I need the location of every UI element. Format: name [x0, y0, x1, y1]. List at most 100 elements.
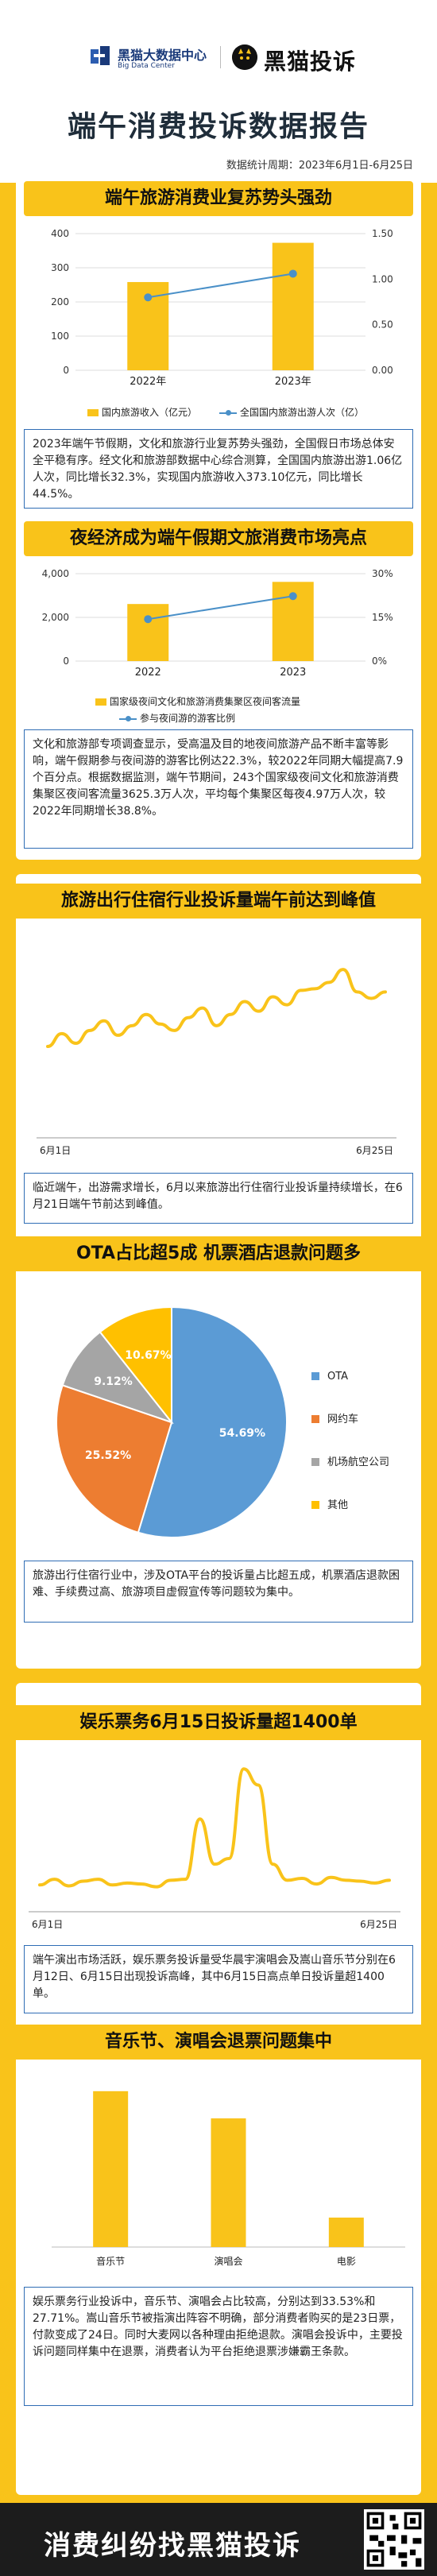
pie-slice — [61, 1330, 174, 1425]
bar — [328, 2217, 364, 2247]
logo-row: 黑猫大数据中心 Big Data Center 黑猫投诉 — [0, 40, 437, 75]
ticket-complaint-trend-chart: 6月1日 6月25日 — [29, 1767, 400, 1930]
stat-period: 数据统计周期：2023年6月1日-6月25日 — [226, 160, 413, 172]
section2-text: 文化和旅游部专项调查显示，受高温及目的地夜间旅游产品不断丰富等影响，端午假期参与… — [24, 729, 413, 849]
entertainment-card: 娱乐票务6月15日投诉量超1400单 6月1日 6月25日 端午演出市场活跃，娱乐… — [16, 1683, 421, 2495]
report-header: 黑猫大数据中心 Big Data Center 黑猫投诉 端午消费投诉数据报告 … — [0, 0, 437, 183]
qr-code-icon[interactable] — [364, 2509, 424, 2570]
legend-night-flow: 国家级夜间文化和旅游消费集聚区夜间客流量 — [95, 694, 300, 708]
bar — [93, 2091, 129, 2247]
legend-label: 机场航空公司 — [327, 1456, 389, 1468]
x-tick-label: 2022年 — [130, 376, 166, 388]
section5-text: 端午演出市场活跃，娱乐票务投诉量受华晨宇演唱会及嵩山音乐节分别在6月12日、6月… — [24, 1945, 413, 2013]
pie-value-label: 25.52% — [85, 1449, 131, 1462]
section4-title: OTA占比超5成 机票酒店退款问题多 — [16, 1236, 421, 1271]
y-tick-label: 200 — [51, 296, 69, 307]
series-line — [148, 273, 293, 299]
report-title: 端午消费投诉数据报告 — [67, 110, 369, 143]
complaint-travel-card: 旅游出行住宿行业投诉量端午前达到峰值 6月1日 6月25日 临近端午，出游需求增长… — [16, 874, 421, 1669]
line-point — [144, 293, 153, 302]
legend-trips: 全国国内旅游出游人次（亿） — [219, 405, 364, 419]
line-point — [288, 592, 297, 601]
legend-revenue: 国内旅游收入（亿元） — [87, 405, 197, 419]
x-tick-label: 2022 — [135, 667, 161, 679]
x-start-label: 6月1日 — [40, 1145, 71, 1156]
legend-swatch-line — [219, 409, 237, 416]
y2-tick-label: 1.50 — [372, 228, 393, 239]
y2-tick-label: 0.50 — [372, 319, 393, 331]
section6-title: 音乐节、演唱会退票问题集中 — [16, 2025, 421, 2060]
y-tick-label: 4,000 — [42, 568, 69, 579]
trend-line — [38, 1767, 391, 1889]
legend-swatch-bar — [87, 409, 99, 416]
section6-text: 娱乐票务行业投诉中，音乐节、演唱会占比较高，分别达到33.53%和27.71%。… — [24, 2287, 413, 2406]
legend-swatch-line — [119, 715, 137, 721]
pie-slice — [137, 1305, 288, 1538]
footer-bar: 消费纠纷找黑猫投诉 — [0, 2503, 437, 2576]
tourism-revenue-chart: 0 100 200 300 400 0.00 0.50 1.00 1.50 2022年 2023年 — [51, 228, 393, 388]
line-point — [144, 615, 153, 624]
x-end-label: 6月25日 — [356, 1145, 393, 1156]
section1-text: 2023年端午节假期，文化和旅游行业复苏势头强劲，全国假日市场总体安全平稳有序。… — [24, 429, 413, 509]
x-tick-label: 音乐节 — [96, 2255, 125, 2267]
legend-label: 其他 — [327, 1499, 348, 1511]
y2-tick-label: 0% — [372, 656, 387, 667]
y-tick-label: 0 — [63, 656, 69, 667]
y2-tick-label: 0.00 — [372, 365, 393, 376]
y2-tick-label: 15% — [372, 612, 393, 623]
y-tick-label: 300 — [51, 262, 69, 273]
bar — [127, 604, 169, 661]
y2-tick-label: 1.00 — [372, 273, 393, 284]
x-tick-label: 2023年 — [275, 376, 311, 388]
legend-swatch-bar — [95, 698, 106, 706]
legend-label: 网约车 — [327, 1413, 358, 1425]
x-start-label: 6月1日 — [32, 1919, 63, 1930]
legend-swatch — [311, 1415, 319, 1423]
footer-slogan: 消费纠纷找黑猫投诉 — [44, 2530, 301, 2562]
x-end-label: 6月25日 — [360, 1919, 397, 1930]
legend-night-ratio: 参与夜间游的游客比例 — [119, 711, 235, 725]
y-tick-label: 2,000 — [42, 612, 69, 623]
night-economy-chart: 0 2,000 4,000 0% 15% 30% 2022 2023 — [42, 568, 393, 679]
bigdata-logo-cn: 黑猫大数据中心 — [118, 48, 207, 63]
pie-value-label: 9.12% — [94, 1375, 133, 1388]
x-tick-label: 演唱会 — [214, 2255, 242, 2267]
bigdata-logo-icon — [91, 46, 110, 65]
pie-value-label: 54.69% — [219, 1427, 265, 1440]
bigdata-logo-en: Big Data Center — [118, 62, 175, 70]
tourism-card: 端午旅游消费业复苏势头强劲 0 100 200 300 400 0.00 0.50 1.00 1… — [16, 175, 421, 860]
pie-value-label: 10.67% — [125, 1349, 171, 1362]
legend-label: OTA — [327, 1371, 348, 1383]
logo-divider — [220, 46, 221, 68]
legend-swatch — [311, 1458, 319, 1466]
section3-text: 临近端午，出游需求增长，6月以来旅游出行住宿行业投诉量持续增长，在6月21日端午… — [24, 1173, 413, 1224]
section4-text: 旅游出行住宿行业中，涉及OTA平台的投诉量占比超五成，机票酒店退款困难、手续费过… — [24, 1561, 413, 1623]
heimao-logo-text: 黑猫投诉 — [264, 48, 357, 75]
series-line — [148, 595, 293, 621]
complaint-share-pie: 54.69% OTA 25.52% 网约车 9.12% 机场航空公司 10.67% 其他 — [56, 1305, 389, 1538]
y-tick-label: 400 — [51, 228, 69, 239]
heimao-logo: 黑猫投诉 — [232, 43, 367, 75]
legend-swatch — [311, 1372, 319, 1380]
x-tick-label: 电影 — [337, 2256, 356, 2267]
legend-swatch — [311, 1501, 319, 1509]
bar — [211, 2118, 246, 2247]
pie-slice — [99, 1305, 172, 1425]
section5-title: 娱乐票务6月15日投诉量超1400单 — [16, 1705, 421, 1740]
trend-line — [46, 968, 387, 1049]
section3-title: 旅游出行住宿行业投诉量端午前达到峰值 — [16, 884, 421, 919]
bigdata-center-logo: 黑猫大数据中心 Big Data Center — [89, 43, 208, 75]
y2-tick-label: 30% — [372, 568, 393, 579]
line-point — [288, 269, 297, 278]
pie-slice — [56, 1384, 173, 1534]
x-tick-label: 2023 — [280, 667, 306, 679]
travel-complaint-trend-chart: 6月1日 6月25日 — [37, 968, 396, 1156]
section1-title: 端午旅游消费业复苏势头强劲 — [24, 181, 413, 216]
section2-title: 夜经济成为端午假期文旅消费市场亮点 — [24, 521, 413, 556]
y-tick-label: 0 — [63, 365, 69, 376]
y-tick-label: 100 — [51, 331, 69, 342]
bar — [272, 242, 314, 370]
ticket-category-bar-chart: 音乐节 演唱会 电影 — [52, 2091, 405, 2267]
black-cat-icon — [232, 44, 257, 70]
